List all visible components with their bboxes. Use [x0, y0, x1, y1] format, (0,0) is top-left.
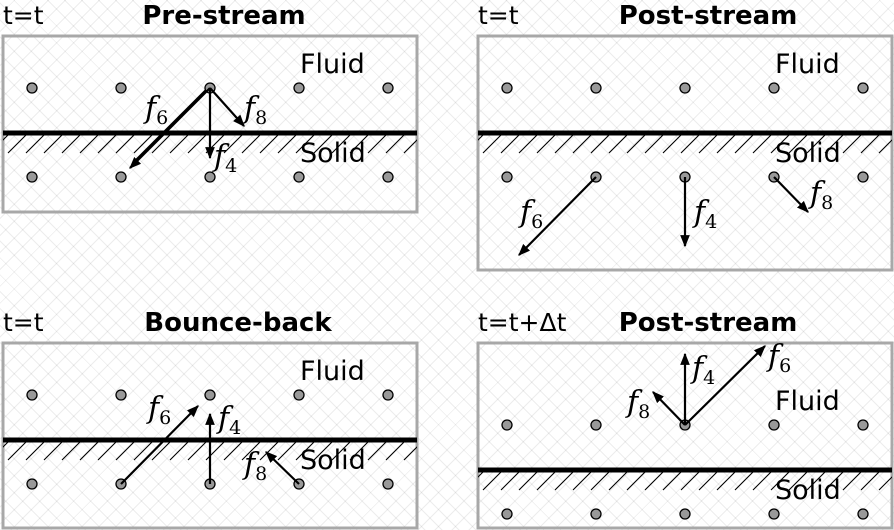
lattice-node	[768, 82, 780, 94]
fluid-label: Fluid	[300, 356, 365, 387]
panel-frame	[1, 341, 419, 530]
lattice-node	[857, 82, 869, 94]
panel-pre-stream: t=t Pre-stream Fluid Solid f6 f8 f4	[1, 1, 419, 214]
f8-label: f8	[242, 91, 267, 129]
lattice-node	[857, 171, 869, 183]
panel-time-label: t=t	[3, 1, 44, 30]
f6-arrow	[120, 405, 199, 485]
f6-arrow-shadow	[132, 89, 207, 164]
lattice-node	[501, 419, 513, 431]
solid-hatching	[478, 133, 892, 154]
lattice-node	[26, 171, 38, 183]
lattice-node	[501, 171, 513, 183]
lattice-node	[293, 389, 305, 401]
fluid-label: Fluid	[300, 49, 365, 80]
panel-time-label: t=t+Δt	[478, 308, 567, 337]
f8-arrow	[652, 391, 686, 426]
lattice-node	[590, 82, 602, 94]
solid-label: Solid	[775, 475, 841, 506]
panel-frame	[476, 341, 894, 530]
f4-label: f4	[212, 139, 237, 177]
lattice-node	[26, 478, 38, 490]
panel-title: Post-stream	[619, 308, 798, 338]
lattice-node	[857, 419, 869, 431]
panel-bounce-back: t=t Bounce-back Fluid Solid f6 f4 f8	[1, 308, 419, 530]
lattice-node	[115, 389, 127, 401]
panel-time-label: t=t	[3, 308, 44, 337]
f8-arrow	[773, 176, 809, 213]
f6-arrow	[684, 345, 766, 426]
f4-label: f4	[690, 351, 715, 389]
panel-frame	[1, 34, 419, 214]
lattice-node	[590, 419, 602, 431]
panel-title: Pre-stream	[142, 1, 305, 31]
f8-arrow	[265, 451, 300, 485]
lattice-node	[501, 508, 513, 520]
solid-label: Solid	[775, 138, 841, 169]
panel-time-label: t=t	[478, 1, 519, 30]
lattice-node	[679, 82, 691, 94]
lattice-node	[26, 82, 38, 94]
lattice-nodes	[501, 419, 869, 520]
f8-arrow	[209, 87, 245, 127]
panel-title: Bounce-back	[144, 308, 332, 338]
solid-hatching	[3, 133, 417, 154]
lattice-node	[293, 171, 305, 183]
lattice-node	[768, 508, 780, 520]
lattice-node	[26, 389, 38, 401]
f6-arrow	[129, 87, 211, 169]
lattice-node	[382, 171, 394, 183]
f4-label: f4	[216, 401, 241, 439]
f8-label: f8	[242, 447, 267, 485]
f6-label: f6	[143, 91, 168, 129]
lattice-node	[501, 82, 513, 94]
lattice-node	[115, 171, 127, 183]
f6-label: f6	[518, 195, 543, 233]
lattice-node	[857, 508, 869, 520]
panel-title: Post-stream	[619, 1, 798, 31]
lattice-node	[768, 419, 780, 431]
solid-label: Solid	[300, 138, 366, 169]
lattice-node	[204, 389, 216, 401]
f8-label: f8	[625, 385, 650, 423]
panel-frame	[476, 34, 894, 272]
lattice-node	[382, 478, 394, 490]
fluid-label: Fluid	[775, 386, 840, 417]
lattice-node	[293, 82, 305, 94]
solid-hatching	[3, 440, 417, 461]
solid-label: Solid	[300, 445, 366, 476]
lattice-node	[204, 171, 216, 183]
f4-label: f4	[692, 195, 717, 233]
panel-post-stream-next-step: t=t+Δt Post-stream Fluid Solid f4 f6 f8	[476, 308, 894, 530]
panel-post-stream: t=t Post-stream Fluid Solid f6 f4 f8	[476, 1, 894, 272]
lattice-node	[382, 389, 394, 401]
fluid-label: Fluid	[775, 49, 840, 80]
f6-label: f6	[146, 391, 171, 429]
f6-label: f6	[766, 339, 791, 377]
lattice-node	[679, 508, 691, 520]
lattice-node	[590, 508, 602, 520]
lattice-node	[115, 82, 127, 94]
solid-hatching	[478, 470, 892, 491]
f6-arrow	[518, 176, 597, 256]
lattice-node	[382, 82, 394, 94]
f8-label: f8	[808, 176, 833, 214]
